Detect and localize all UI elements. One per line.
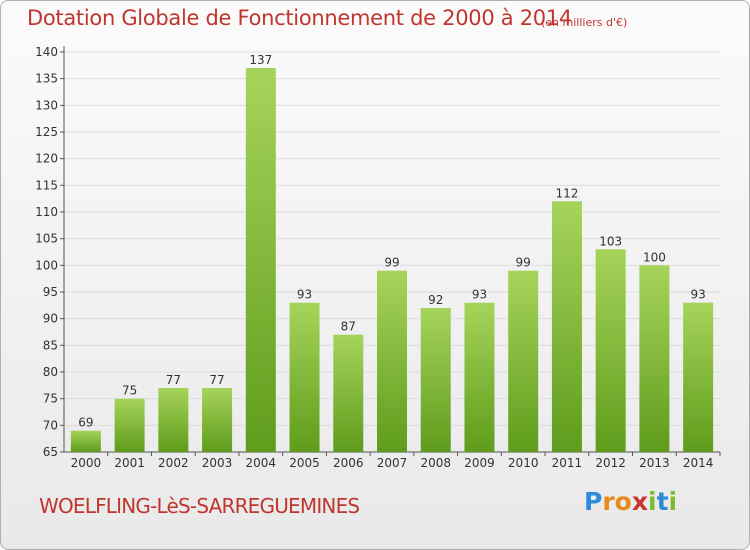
data-label: 93: [690, 288, 705, 302]
logo-letter: P: [584, 487, 603, 516]
bar-2014: [683, 302, 714, 452]
x-tick-label: 2005: [289, 456, 320, 470]
y-tick-label: 115: [35, 178, 58, 192]
data-label: 69: [78, 416, 93, 430]
x-tick-label: 2010: [508, 456, 539, 470]
bar-2002: [158, 388, 189, 452]
y-tick-label: 105: [35, 232, 58, 246]
x-tick-label: 2008: [420, 456, 451, 470]
y-tick-label: 140: [35, 45, 58, 59]
bar-2000: [70, 430, 101, 452]
y-tick-label: 70: [43, 418, 58, 432]
bar-2013: [639, 265, 670, 452]
data-label: 75: [122, 384, 137, 398]
data-label: 100: [643, 250, 666, 264]
bar-2009: [464, 302, 495, 452]
axes: 65 70 75 80 85 90 95 100 105 110 115 120 125 130 135 14…: [35, 45, 721, 470]
y-tick-label: 80: [43, 365, 58, 379]
y-tick-label: 95: [43, 285, 58, 299]
data-label: 103: [599, 234, 622, 248]
x-tick-label: 2004: [246, 456, 277, 470]
x-tick-label: 2000: [71, 456, 102, 470]
x-tick-label: 2012: [595, 456, 626, 470]
town-name: WOELFLING-LèS-SARREGUEMINES: [39, 494, 360, 518]
data-label: 99: [384, 256, 399, 270]
x-tick-label: 2011: [552, 456, 583, 470]
unit-note: (en milliers d'€): [541, 16, 628, 29]
bar-2011: [551, 201, 582, 452]
y-tick-label: 75: [43, 392, 58, 406]
y-tick-label: 130: [35, 98, 58, 112]
data-label: 112: [555, 186, 578, 200]
bar-2005: [289, 302, 320, 452]
logo-letter: o: [614, 487, 632, 516]
y-tick-label: 65: [43, 445, 58, 459]
x-tick-label: 2002: [158, 456, 189, 470]
logo-letter: i: [668, 487, 678, 516]
y-tick-label: 125: [35, 125, 58, 139]
x-tick-label: 2009: [464, 456, 495, 470]
data-label: 93: [472, 288, 487, 302]
data-label: 92: [428, 293, 443, 307]
bars: [70, 68, 714, 452]
bar-2003: [202, 388, 233, 452]
logo-letter: t: [656, 487, 669, 516]
data-label: 77: [166, 373, 181, 387]
bar-2012: [595, 249, 626, 452]
proxiti-logo: Proxiti: [584, 487, 677, 516]
logo-letter: x: [631, 487, 648, 516]
x-tick-label: 2001: [114, 456, 145, 470]
x-tick-label: 2007: [377, 456, 408, 470]
bar-2007: [377, 270, 407, 452]
data-label: 93: [297, 288, 312, 302]
bar-2004: [245, 68, 276, 452]
data-labels: 69 75 77 77 137 93 87 99 92 93 99 112 103 100 93: [78, 53, 706, 430]
bar-2001: [114, 398, 145, 452]
data-label: 87: [341, 320, 356, 334]
bar-2008: [420, 308, 451, 452]
data-label: 137: [249, 53, 272, 67]
chart-title: Dotation Globale de Fonctionnement de 20…: [27, 6, 572, 30]
bar-2006: [333, 334, 364, 452]
x-tick-label: 2006: [333, 456, 364, 470]
bar-2010: [508, 270, 539, 452]
x-tick-label: 2003: [202, 456, 233, 470]
y-tick-label: 135: [35, 72, 58, 86]
data-label: 99: [516, 256, 531, 270]
data-label: 77: [209, 373, 224, 387]
x-tick-label: 2014: [683, 456, 714, 470]
logo-letter: i: [648, 487, 657, 516]
x-tick-label: 2013: [639, 456, 670, 470]
y-tick-label: 110: [35, 205, 58, 219]
y-tick-label: 85: [43, 338, 58, 352]
y-tick-label: 120: [35, 152, 58, 166]
logo-letter: r: [602, 487, 615, 516]
y-tick-label: 100: [35, 258, 58, 272]
y-tick-label: 90: [43, 312, 58, 326]
